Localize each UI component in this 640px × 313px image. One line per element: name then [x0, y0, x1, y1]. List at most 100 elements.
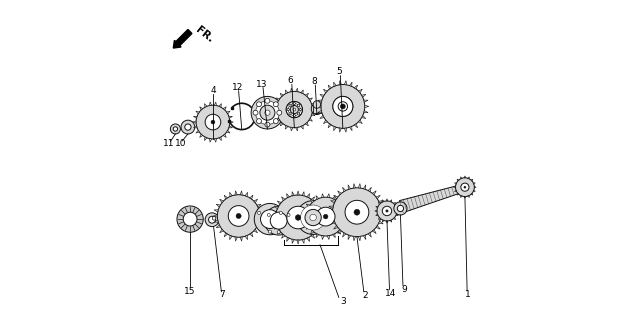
Polygon shape: [378, 202, 381, 204]
Circle shape: [394, 202, 407, 215]
Circle shape: [209, 216, 216, 223]
Circle shape: [181, 120, 195, 134]
Polygon shape: [306, 226, 310, 229]
Polygon shape: [257, 204, 261, 207]
Polygon shape: [250, 195, 253, 199]
Text: 12: 12: [232, 83, 243, 92]
Polygon shape: [312, 114, 315, 116]
Circle shape: [311, 103, 323, 115]
Circle shape: [257, 211, 260, 214]
Polygon shape: [312, 103, 315, 105]
Polygon shape: [473, 183, 476, 184]
Circle shape: [228, 206, 249, 226]
Polygon shape: [333, 226, 338, 229]
Polygon shape: [235, 237, 237, 241]
Text: 9: 9: [401, 285, 407, 294]
Polygon shape: [254, 199, 257, 203]
Polygon shape: [381, 211, 386, 213]
Polygon shape: [272, 211, 276, 214]
Polygon shape: [316, 234, 319, 238]
Polygon shape: [337, 230, 341, 234]
Polygon shape: [303, 210, 307, 212]
Polygon shape: [339, 128, 341, 132]
Polygon shape: [328, 211, 333, 213]
Text: FR.: FR.: [194, 25, 215, 45]
Polygon shape: [311, 197, 315, 201]
Polygon shape: [200, 107, 203, 110]
Text: 11: 11: [163, 140, 175, 148]
Polygon shape: [328, 124, 332, 128]
Circle shape: [277, 110, 282, 115]
Text: 13: 13: [256, 80, 268, 89]
Polygon shape: [329, 206, 333, 208]
Text: 5: 5: [337, 68, 342, 76]
Polygon shape: [341, 226, 345, 229]
Polygon shape: [394, 218, 396, 220]
Polygon shape: [240, 237, 243, 241]
Circle shape: [255, 101, 279, 125]
Polygon shape: [302, 192, 304, 196]
Polygon shape: [272, 221, 276, 224]
Polygon shape: [285, 90, 288, 94]
Circle shape: [287, 108, 289, 111]
Polygon shape: [196, 111, 199, 114]
Polygon shape: [333, 196, 335, 199]
Polygon shape: [376, 195, 380, 199]
Polygon shape: [274, 103, 277, 105]
Polygon shape: [353, 236, 356, 241]
Circle shape: [316, 207, 335, 226]
Circle shape: [300, 108, 301, 111]
Polygon shape: [344, 221, 348, 223]
Polygon shape: [297, 240, 300, 244]
Circle shape: [310, 214, 316, 221]
Polygon shape: [349, 82, 352, 86]
Circle shape: [340, 104, 346, 109]
Polygon shape: [310, 230, 314, 234]
Polygon shape: [220, 229, 223, 233]
Polygon shape: [331, 201, 335, 203]
Polygon shape: [454, 183, 456, 184]
Polygon shape: [386, 199, 388, 201]
Polygon shape: [394, 202, 396, 204]
Circle shape: [183, 212, 197, 226]
Polygon shape: [313, 105, 321, 113]
Polygon shape: [219, 137, 221, 141]
Polygon shape: [382, 220, 384, 222]
Circle shape: [265, 98, 270, 103]
Circle shape: [260, 105, 275, 120]
Polygon shape: [277, 201, 281, 204]
Text: 4: 4: [210, 86, 216, 95]
Text: 15: 15: [184, 287, 196, 296]
Polygon shape: [312, 108, 316, 111]
Polygon shape: [315, 201, 319, 204]
Circle shape: [298, 113, 300, 115]
FancyArrow shape: [173, 29, 192, 48]
Polygon shape: [358, 184, 360, 188]
Polygon shape: [274, 114, 277, 116]
Polygon shape: [317, 100, 322, 102]
Polygon shape: [386, 221, 388, 223]
Circle shape: [293, 115, 296, 117]
Polygon shape: [310, 199, 314, 203]
Polygon shape: [292, 192, 294, 196]
Polygon shape: [372, 191, 376, 195]
Circle shape: [218, 195, 260, 237]
Polygon shape: [196, 130, 199, 133]
Polygon shape: [364, 185, 366, 189]
Circle shape: [173, 127, 177, 131]
Polygon shape: [257, 225, 261, 228]
Polygon shape: [193, 121, 196, 123]
Polygon shape: [274, 226, 278, 229]
Polygon shape: [209, 139, 212, 142]
Polygon shape: [471, 179, 473, 181]
Polygon shape: [224, 195, 227, 199]
Polygon shape: [353, 184, 356, 188]
Polygon shape: [282, 234, 285, 238]
Polygon shape: [355, 85, 358, 89]
Polygon shape: [337, 199, 341, 203]
Polygon shape: [474, 186, 476, 188]
Polygon shape: [323, 120, 327, 124]
Polygon shape: [358, 120, 362, 124]
Polygon shape: [193, 126, 197, 128]
Polygon shape: [322, 236, 324, 239]
